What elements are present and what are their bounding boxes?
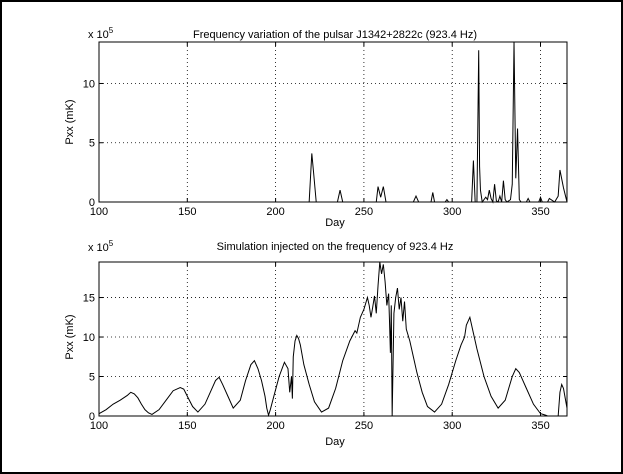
bottom-chart-panel: Simulation injected on the frequency of … xyxy=(64,239,568,448)
bottom-chart-multiplier: x 105 xyxy=(88,239,114,254)
top-chart-ytick-label: 10 xyxy=(83,78,95,90)
top-chart-ytick-label: 5 xyxy=(89,138,95,150)
top-chart-multiplier-exp: 5 xyxy=(109,26,114,35)
top-chart-axes-box xyxy=(98,41,568,203)
bottom-chart-xtick-label: 100 xyxy=(90,420,108,432)
bottom-chart-title: Simulation injected on the frequency of … xyxy=(217,241,454,253)
top-chart-xtick-label: 300 xyxy=(443,206,461,218)
bottom-chart-ytick-label: 10 xyxy=(83,332,95,344)
top-chart-ytick-label: 0 xyxy=(89,197,95,209)
bottom-chart-xtick-label: 300 xyxy=(443,420,461,432)
bottom-chart-xtick-label: 150 xyxy=(178,420,196,432)
bottom-chart-ylabel: Pxx (mK) xyxy=(64,314,76,359)
bottom-chart-xlabel: Day xyxy=(325,436,345,448)
top-chart-xtick-label: 100 xyxy=(90,206,108,218)
bottom-chart-xtick-label: 250 xyxy=(355,420,373,432)
top-chart-xtick-label: 350 xyxy=(531,206,549,218)
top-chart-multiplier-base: x 10 xyxy=(88,29,109,41)
bottom-chart-ytick-label: 15 xyxy=(83,293,95,305)
bottom-chart-axes-box xyxy=(98,261,568,417)
bottom-chart-series-line xyxy=(98,261,568,418)
bottom-chart-xtick-label: 200 xyxy=(266,420,284,432)
bottom-chart-ytick-label: 5 xyxy=(89,372,95,384)
bottom-chart-ytick-label: 0 xyxy=(89,411,95,423)
top-chart-title: Frequency variation of the pulsar J1342+… xyxy=(193,29,477,41)
top-chart-xlabel: Day xyxy=(325,217,345,229)
bottom-chart-multiplier-exp: 5 xyxy=(109,239,114,248)
top-chart-ylabel: Pxx (mK) xyxy=(64,99,76,144)
top-chart-series-line xyxy=(99,41,568,204)
top-chart-xtick-label: 150 xyxy=(178,206,196,218)
bottom-chart-multiplier-base: x 10 xyxy=(88,242,109,254)
top-chart-panel: Frequency variation of the pulsar J1342+… xyxy=(64,26,568,229)
top-chart-multiplier: x 105 xyxy=(88,26,114,41)
top-chart-xtick-label: 250 xyxy=(355,206,373,218)
top-chart-xtick-label: 200 xyxy=(266,206,284,218)
bottom-chart-xtick-label: 350 xyxy=(531,420,549,432)
